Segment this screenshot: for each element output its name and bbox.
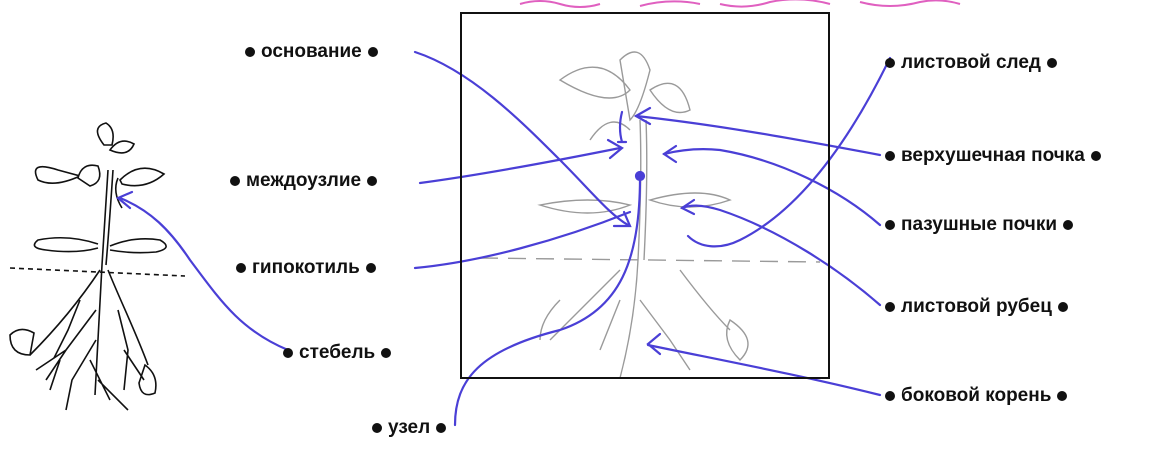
bullet-dot: [885, 58, 895, 68]
label-stebel: стебель: [283, 342, 392, 364]
bullet-dot: [381, 348, 392, 358]
arrow-bokovoy: [646, 343, 882, 397]
label-gipokotil: гипокотиль: [236, 257, 376, 279]
label-osnovanie: основание: [245, 41, 378, 63]
label-bokovoy-koren: боковой корень: [885, 385, 1068, 407]
arrow-stebel: [118, 196, 290, 352]
arrow-uzel: [453, 176, 642, 427]
bullet-dot: [365, 263, 376, 273]
arrow-mezhdouzlie: [418, 146, 622, 185]
bullet-dot: [372, 423, 382, 433]
arrow-gipokotil: [413, 210, 632, 270]
sketch-frame: [460, 12, 830, 379]
pencil-sketch: [479, 51, 821, 379]
arrow-listovoy-sled: [686, 56, 892, 248]
bullet-dot: [230, 176, 240, 186]
bullet-dot: [236, 263, 246, 273]
pink-header-scribble: [519, 0, 961, 8]
bullet-dot: [367, 47, 378, 57]
bullet-dot: [436, 423, 447, 433]
bullet-dot: [1090, 151, 1101, 161]
bullet-dot: [1047, 58, 1057, 68]
ground-line: [9, 267, 186, 277]
bullet-dot: [283, 348, 293, 358]
bullet-dot: [885, 302, 895, 312]
arrow-pazushnye: [662, 148, 882, 227]
bullet-dot: [1063, 220, 1074, 230]
arrow-osnovanie: [413, 50, 630, 227]
label-verkhushechnaya-pochka: верхушечная почка: [885, 145, 1101, 167]
seedling-illustration: [9, 122, 186, 411]
label-pazushnye-pochki: пазушные почки: [885, 214, 1074, 236]
bullet-dot: [885, 151, 895, 161]
bullet-dot: [1057, 391, 1068, 401]
bullet-dot: [1057, 302, 1068, 312]
bullet-dot: [367, 176, 378, 186]
bullet-dot: [885, 220, 895, 230]
arrows: [115, 50, 892, 427]
bullet-dot: [245, 47, 255, 57]
label-uzel: узел: [372, 417, 447, 439]
arrow-listovoy-rubets: [680, 204, 882, 307]
bullet-dot: [885, 391, 895, 401]
label-listovoy-rubets: листовой рубец: [885, 296, 1068, 318]
arrow-verkhushechnaya: [634, 114, 882, 157]
label-mezhdouzlie: междоузлие: [230, 170, 378, 192]
label-listovoy-sled: листовой след: [885, 52, 1057, 74]
